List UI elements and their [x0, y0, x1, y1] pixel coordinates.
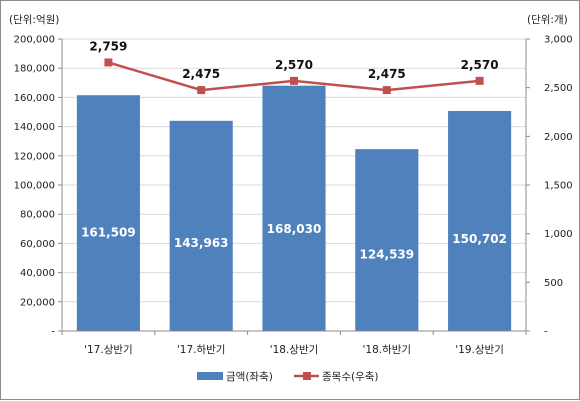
bar	[448, 110, 512, 331]
category-label: '18.하반기	[363, 343, 412, 356]
line-value-label: 2,570	[461, 58, 499, 72]
line-value-label: 2,475	[368, 67, 406, 81]
category-labels: '17.상반기 '17.하반기 '18.상반기 '18.하반기 '19.상반기	[84, 343, 504, 356]
right-axis-unit-label: (단위:개)	[527, 13, 568, 26]
right-tick-label: -	[544, 327, 548, 338]
left-axis-unit-label: (단위:억원)	[9, 13, 59, 26]
axes	[61, 39, 527, 335]
line-marker	[382, 86, 391, 95]
right-tick-label: 1,000	[544, 229, 573, 240]
left-tick-label: 60,000	[20, 239, 55, 250]
left-tick-label: 140,000	[14, 122, 55, 133]
legend-line-label: 종목수(우축)	[322, 371, 379, 383]
line-value-label: 2,570	[275, 58, 313, 72]
bar-value-labels: 161,509 143,963 168,030 124,539 150,702	[81, 222, 507, 261]
left-tick-label: 40,000	[20, 268, 55, 279]
bar-value-label: 124,539	[359, 247, 414, 261]
legend-line-marker	[303, 372, 311, 380]
line-series: 2,759 2,475 2,570 2,475 2,570	[89, 39, 499, 95]
left-tick-label: 20,000	[20, 297, 55, 308]
bar	[355, 149, 419, 331]
line-marker	[197, 86, 206, 95]
bar-value-label: 161,509	[81, 226, 136, 240]
left-axis-ticks: - 20,000 40,000 60,000 80,000 100,000 120,000 1…	[14, 35, 62, 338]
category-label: '18.상반기	[270, 344, 319, 356]
category-label: '19.상반기	[455, 344, 504, 356]
left-tick-label: 200,000	[14, 35, 55, 46]
line-marker	[475, 76, 484, 85]
category-label: '17.하반기	[177, 343, 226, 356]
right-tick-label: 2,000	[544, 132, 573, 143]
bar-series	[76, 85, 512, 331]
left-tick-label: 100,000	[14, 181, 55, 192]
legend-bar-swatch	[197, 372, 223, 380]
line-value-label: 2,759	[89, 39, 127, 53]
bar	[262, 85, 326, 331]
right-tick-label: 1,500	[544, 181, 573, 192]
bar-value-label: 150,702	[452, 232, 507, 246]
left-tick-label: -	[51, 327, 55, 338]
legend-bar-label: 금액(좌축)	[226, 371, 273, 383]
line-value-label: 2,475	[182, 67, 220, 81]
right-tick-label: 500	[544, 278, 563, 289]
bar-value-label: 168,030	[267, 222, 322, 236]
bar-value-label: 143,963	[174, 236, 229, 250]
right-tick-label: 2,500	[544, 83, 573, 94]
right-tick-label: 3,000	[544, 35, 573, 46]
bar	[169, 120, 233, 331]
left-tick-label: 180,000	[14, 64, 55, 75]
right-axis-ticks: - 500 1,000 1,500 2,000 2,500 3,000	[526, 35, 573, 338]
left-tick-label: 80,000	[20, 210, 55, 221]
line-marker	[290, 76, 298, 85]
line-marker	[104, 58, 113, 67]
bar	[76, 95, 140, 331]
left-tick-label: 120,000	[14, 151, 55, 162]
legend: 금액(좌축) 종목수(우축)	[197, 371, 379, 383]
category-label: '17.상반기	[84, 344, 133, 356]
left-tick-label: 160,000	[14, 93, 55, 104]
